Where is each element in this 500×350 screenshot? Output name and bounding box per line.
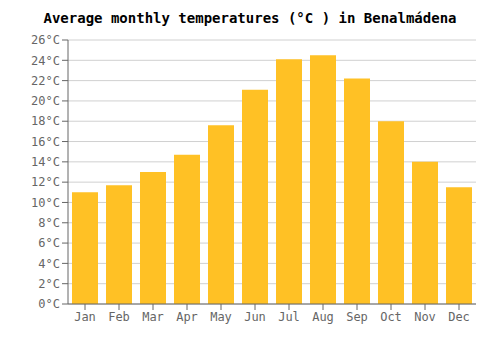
svg-text:Nov: Nov (414, 310, 436, 324)
svg-text:6°C: 6°C (38, 236, 60, 250)
svg-text:8°C: 8°C (38, 216, 60, 230)
svg-text:Jan: Jan (74, 310, 96, 324)
html-text:Average monthly temperatures (: Average monthly temperatures (°C ) in Be… (43, 10, 457, 26)
svg-text:10°C: 10°C (31, 196, 60, 210)
svg-text:Sep: Sep (346, 310, 368, 324)
svg-text:Apr: Apr (176, 310, 198, 324)
svg-text:14°C: 14°C (31, 155, 60, 169)
svg-text:2°C: 2°C (38, 277, 60, 291)
svg-text:24°C: 24°C (31, 54, 60, 68)
svg-text:May: May (210, 310, 232, 324)
svg-text:Mar: Mar (142, 310, 164, 324)
svg-text:18°C: 18°C (31, 114, 60, 128)
svg-text:Oct: Oct (380, 310, 402, 324)
svg-text:22°C: 22°C (31, 74, 60, 88)
svg-text:20°C: 20°C (31, 94, 60, 108)
svg-text:26°C: 26°C (31, 33, 60, 47)
svg-text:0°C: 0°C (38, 297, 60, 311)
svg-text:4°C: 4°C (38, 257, 60, 271)
svg-text:Jun: Jun (244, 310, 266, 324)
svg-text:Dec: Dec (448, 310, 470, 324)
svg-text:Feb: Feb (108, 310, 130, 324)
svg-text:Aug: Aug (312, 310, 334, 324)
svg-text:12°C: 12°C (31, 175, 60, 189)
svg-text:Jul: Jul (278, 310, 300, 324)
svg-text:16°C: 16°C (31, 135, 60, 149)
